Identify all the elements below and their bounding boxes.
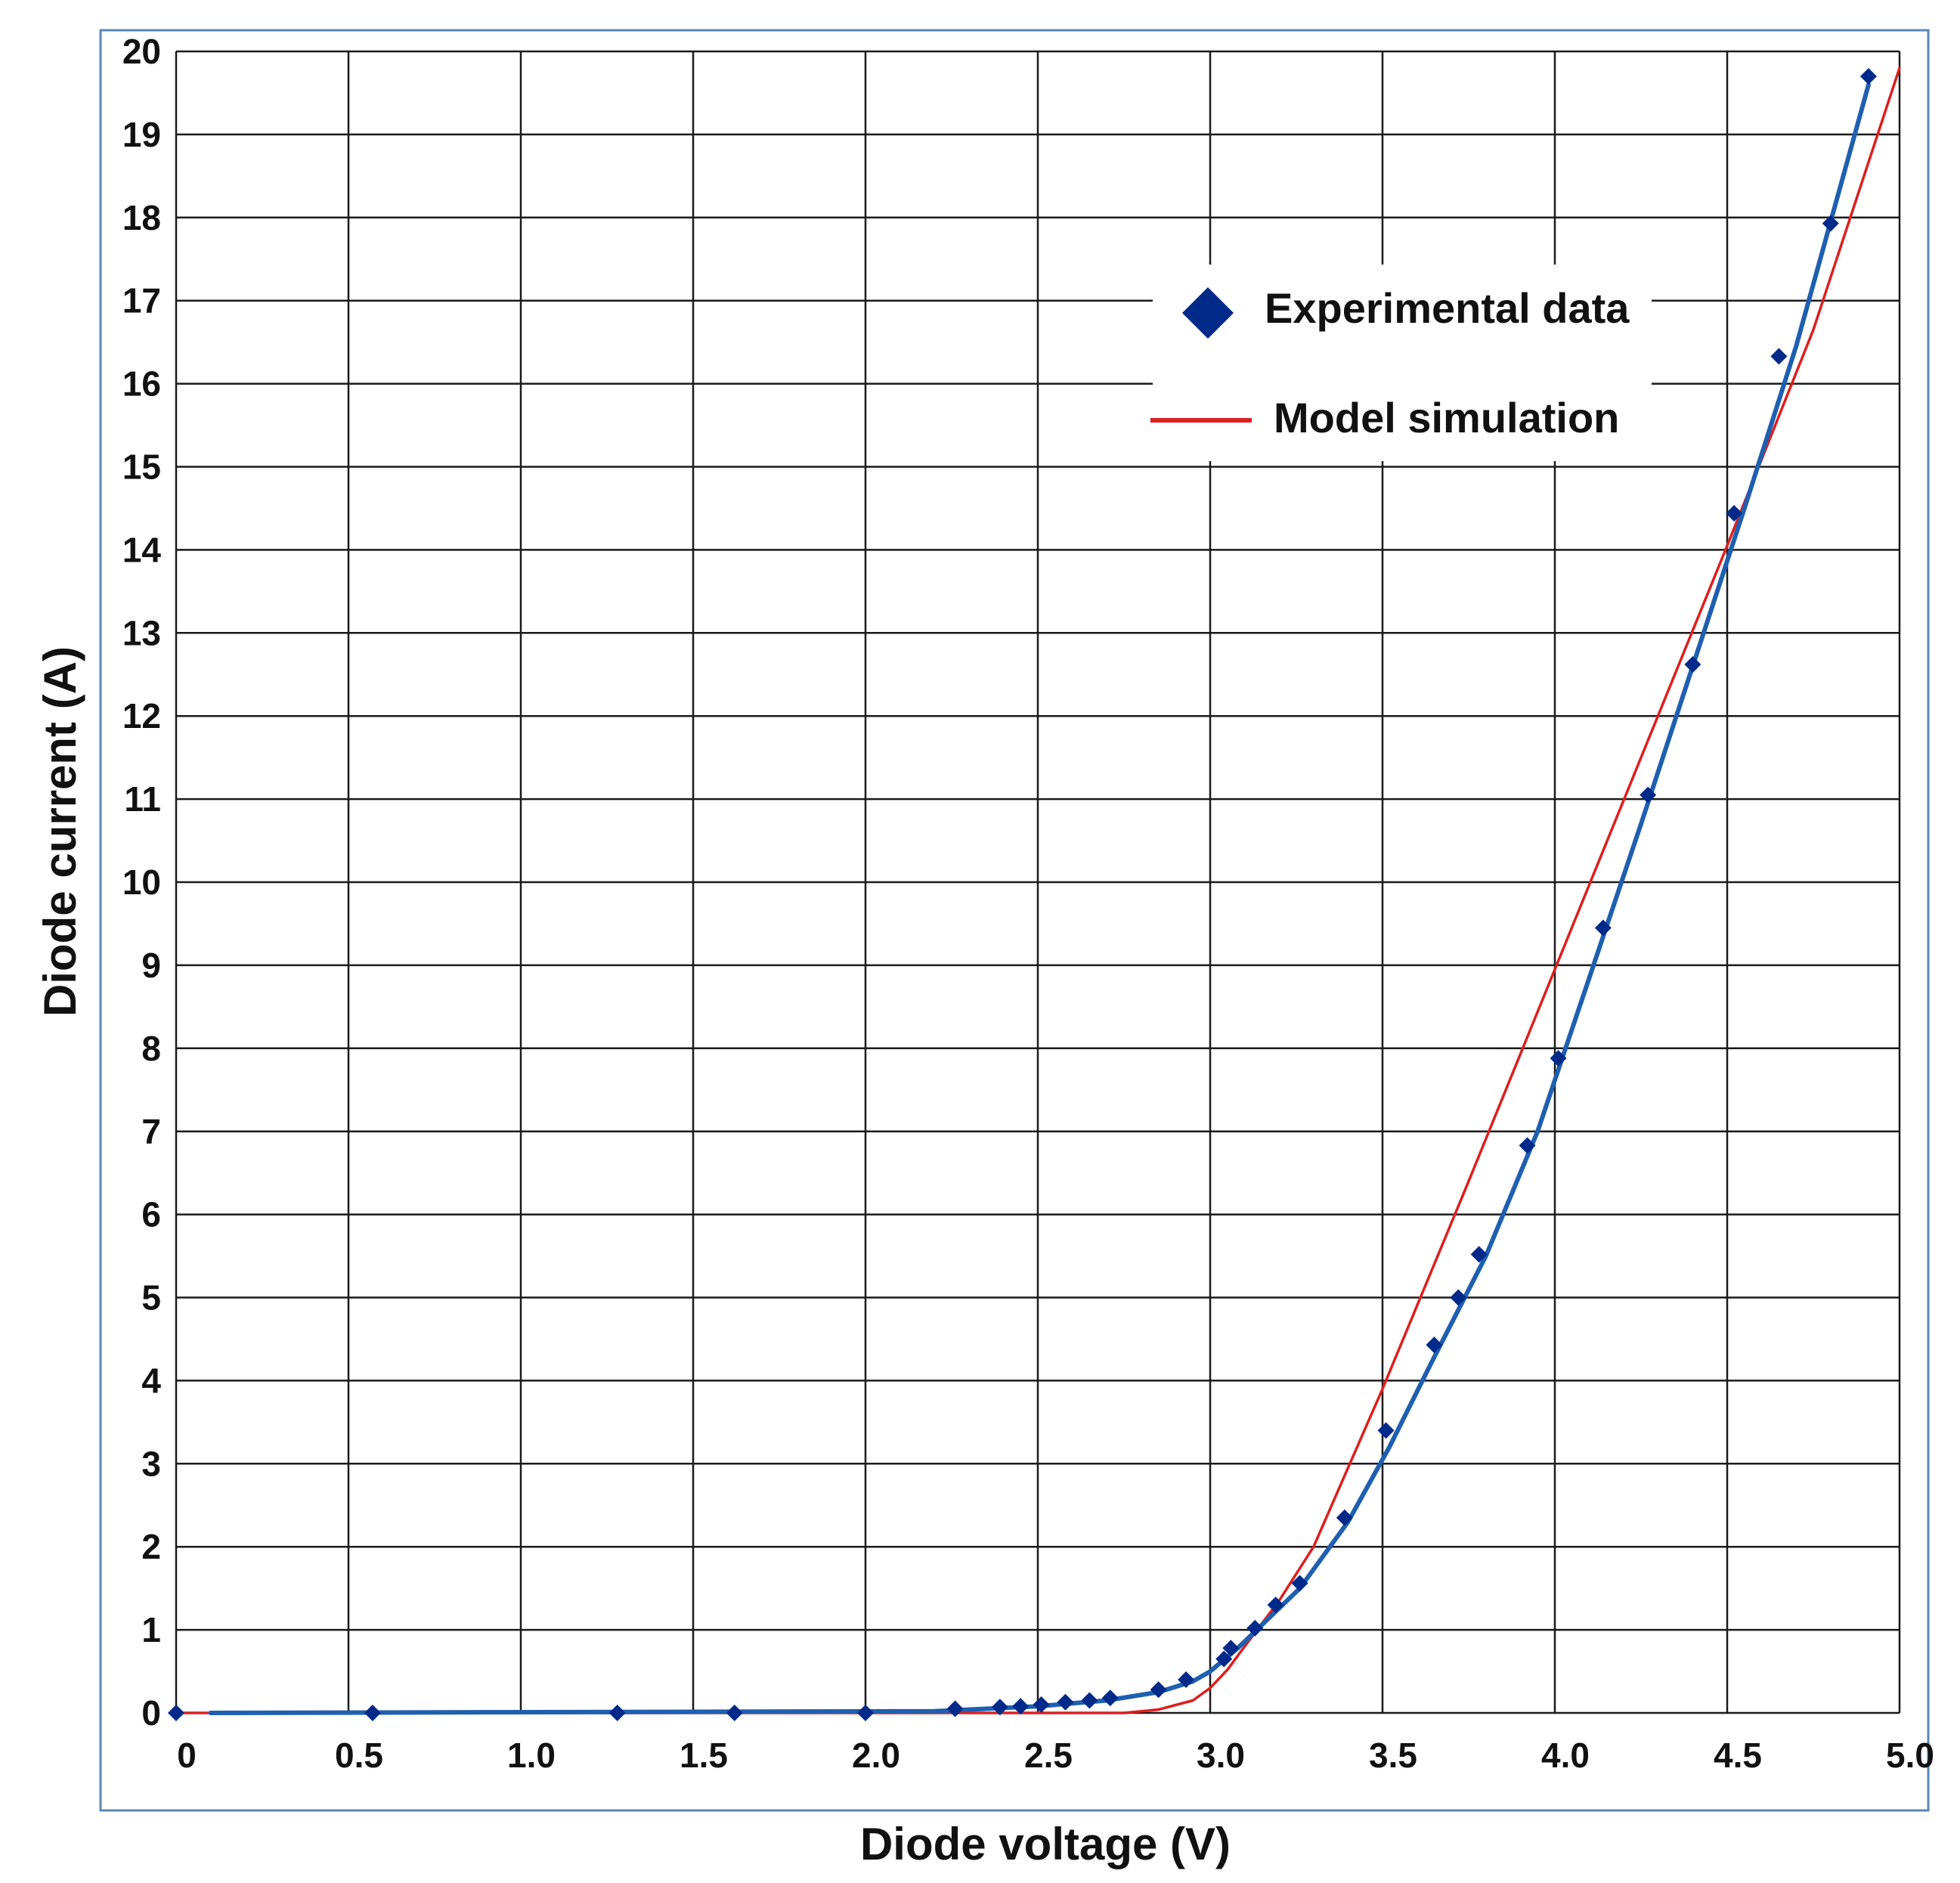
experimental-data-point xyxy=(991,1699,1008,1716)
y-tick-label: 9 xyxy=(141,946,161,985)
experimental-data-point xyxy=(1550,1049,1567,1067)
x-tick-label: 3.0 xyxy=(1197,1736,1245,1775)
legend-marker-experimental-data xyxy=(1182,287,1234,339)
x-tick-label: 5.0 xyxy=(1886,1736,1934,1775)
x-tick-label: 0 xyxy=(177,1736,197,1775)
y-tick-label: 2 xyxy=(141,1527,161,1566)
y-tick-label: 3 xyxy=(141,1444,161,1483)
experimental-data-point xyxy=(1033,1696,1050,1714)
experimental-data-point xyxy=(1150,1681,1167,1699)
x-axis-title: Diode voltage (V) xyxy=(860,1819,1231,1869)
y-tick-label: 15 xyxy=(122,448,161,487)
y-tick-label: 5 xyxy=(141,1278,161,1318)
experimental-data-point xyxy=(1450,1289,1467,1306)
y-tick-label: 18 xyxy=(122,198,161,237)
legend-label-experimental-data: Experimental data xyxy=(1265,284,1630,332)
experimental-data-point xyxy=(726,1705,743,1721)
experimental-data-point xyxy=(1684,656,1701,674)
y-tick-label: 19 xyxy=(122,115,161,154)
y-tick-label: 13 xyxy=(122,613,161,652)
x-tick-label: 1.0 xyxy=(507,1736,556,1775)
experimental-data-point xyxy=(1336,1509,1353,1526)
y-tick-label: 16 xyxy=(122,364,161,404)
y-tick-label: 4 xyxy=(141,1361,161,1400)
experimental-data-point xyxy=(1057,1693,1074,1711)
y-tick-label: 17 xyxy=(122,281,161,321)
x-tick-label: 1.5 xyxy=(680,1736,728,1775)
chart-frame xyxy=(99,29,1930,1812)
x-tick-label: 4.0 xyxy=(1541,1736,1590,1775)
y-tick-label: 12 xyxy=(122,696,161,736)
experimental-data-point xyxy=(1101,1689,1119,1707)
experimental-data-point xyxy=(1081,1692,1098,1709)
experimental-data-point xyxy=(1859,67,1877,85)
experimental-data-point xyxy=(608,1705,626,1721)
y-tick-label: 20 xyxy=(122,32,161,71)
x-tick-label: 2.0 xyxy=(852,1736,900,1775)
model-simulation-line xyxy=(175,67,1901,1714)
experimental-data-point xyxy=(946,1700,964,1717)
experimental-data-point xyxy=(1822,215,1839,232)
legend-label-model-simulation: Model simulation xyxy=(1274,394,1619,441)
experimental-data-point xyxy=(1726,505,1743,522)
legend: Experimental data Model simulation xyxy=(1150,265,1652,461)
y-tick-label: 11 xyxy=(124,779,161,819)
experimental-data-point xyxy=(364,1705,381,1721)
experimental-data-point xyxy=(1222,1640,1240,1657)
series-layer xyxy=(168,67,1901,1721)
legend-background xyxy=(1153,265,1652,461)
y-tick-label: 10 xyxy=(122,863,161,902)
experimental-data-point xyxy=(1770,348,1788,365)
tick-labels: 0 0.5 1.0 1.5 2.0 2.5 3.0 3.5 4.0 4.5 5.0012345678… xyxy=(122,32,1934,1775)
experimental-data-point xyxy=(857,1705,874,1721)
experimental-data-point xyxy=(1519,1137,1536,1154)
x-tick-label: 4.5 xyxy=(1714,1736,1762,1775)
experimental-data-point xyxy=(1640,786,1657,804)
experimental-data-point xyxy=(1377,1422,1395,1439)
experimental-data-point xyxy=(1215,1650,1233,1668)
x-tick-label: 0.5 xyxy=(335,1736,383,1775)
y-tick-label: 0 xyxy=(141,1693,161,1733)
experimental-data-point xyxy=(1178,1671,1195,1689)
experimental-data-point xyxy=(168,1705,184,1721)
y-tick-label: 8 xyxy=(141,1029,161,1068)
experimental-data-point xyxy=(1246,1619,1264,1637)
y-tick-label: 1 xyxy=(141,1610,161,1649)
experimental-data-point xyxy=(1012,1698,1030,1715)
x-tick-label: 3.5 xyxy=(1369,1736,1417,1775)
experimental-data-point xyxy=(1291,1575,1308,1592)
experimental-data-point xyxy=(1426,1336,1443,1354)
experimental-data-point xyxy=(1267,1597,1284,1614)
x-tick-label: 2.5 xyxy=(1024,1736,1073,1775)
y-tick-label: 14 xyxy=(122,530,162,569)
y-tick-label: 6 xyxy=(141,1195,161,1234)
y-tick-label: 7 xyxy=(141,1112,161,1151)
experimental-data-point xyxy=(1594,919,1612,937)
y-axis-title: Diode current (A) xyxy=(35,646,85,1017)
experimental-data-point xyxy=(1470,1246,1488,1263)
